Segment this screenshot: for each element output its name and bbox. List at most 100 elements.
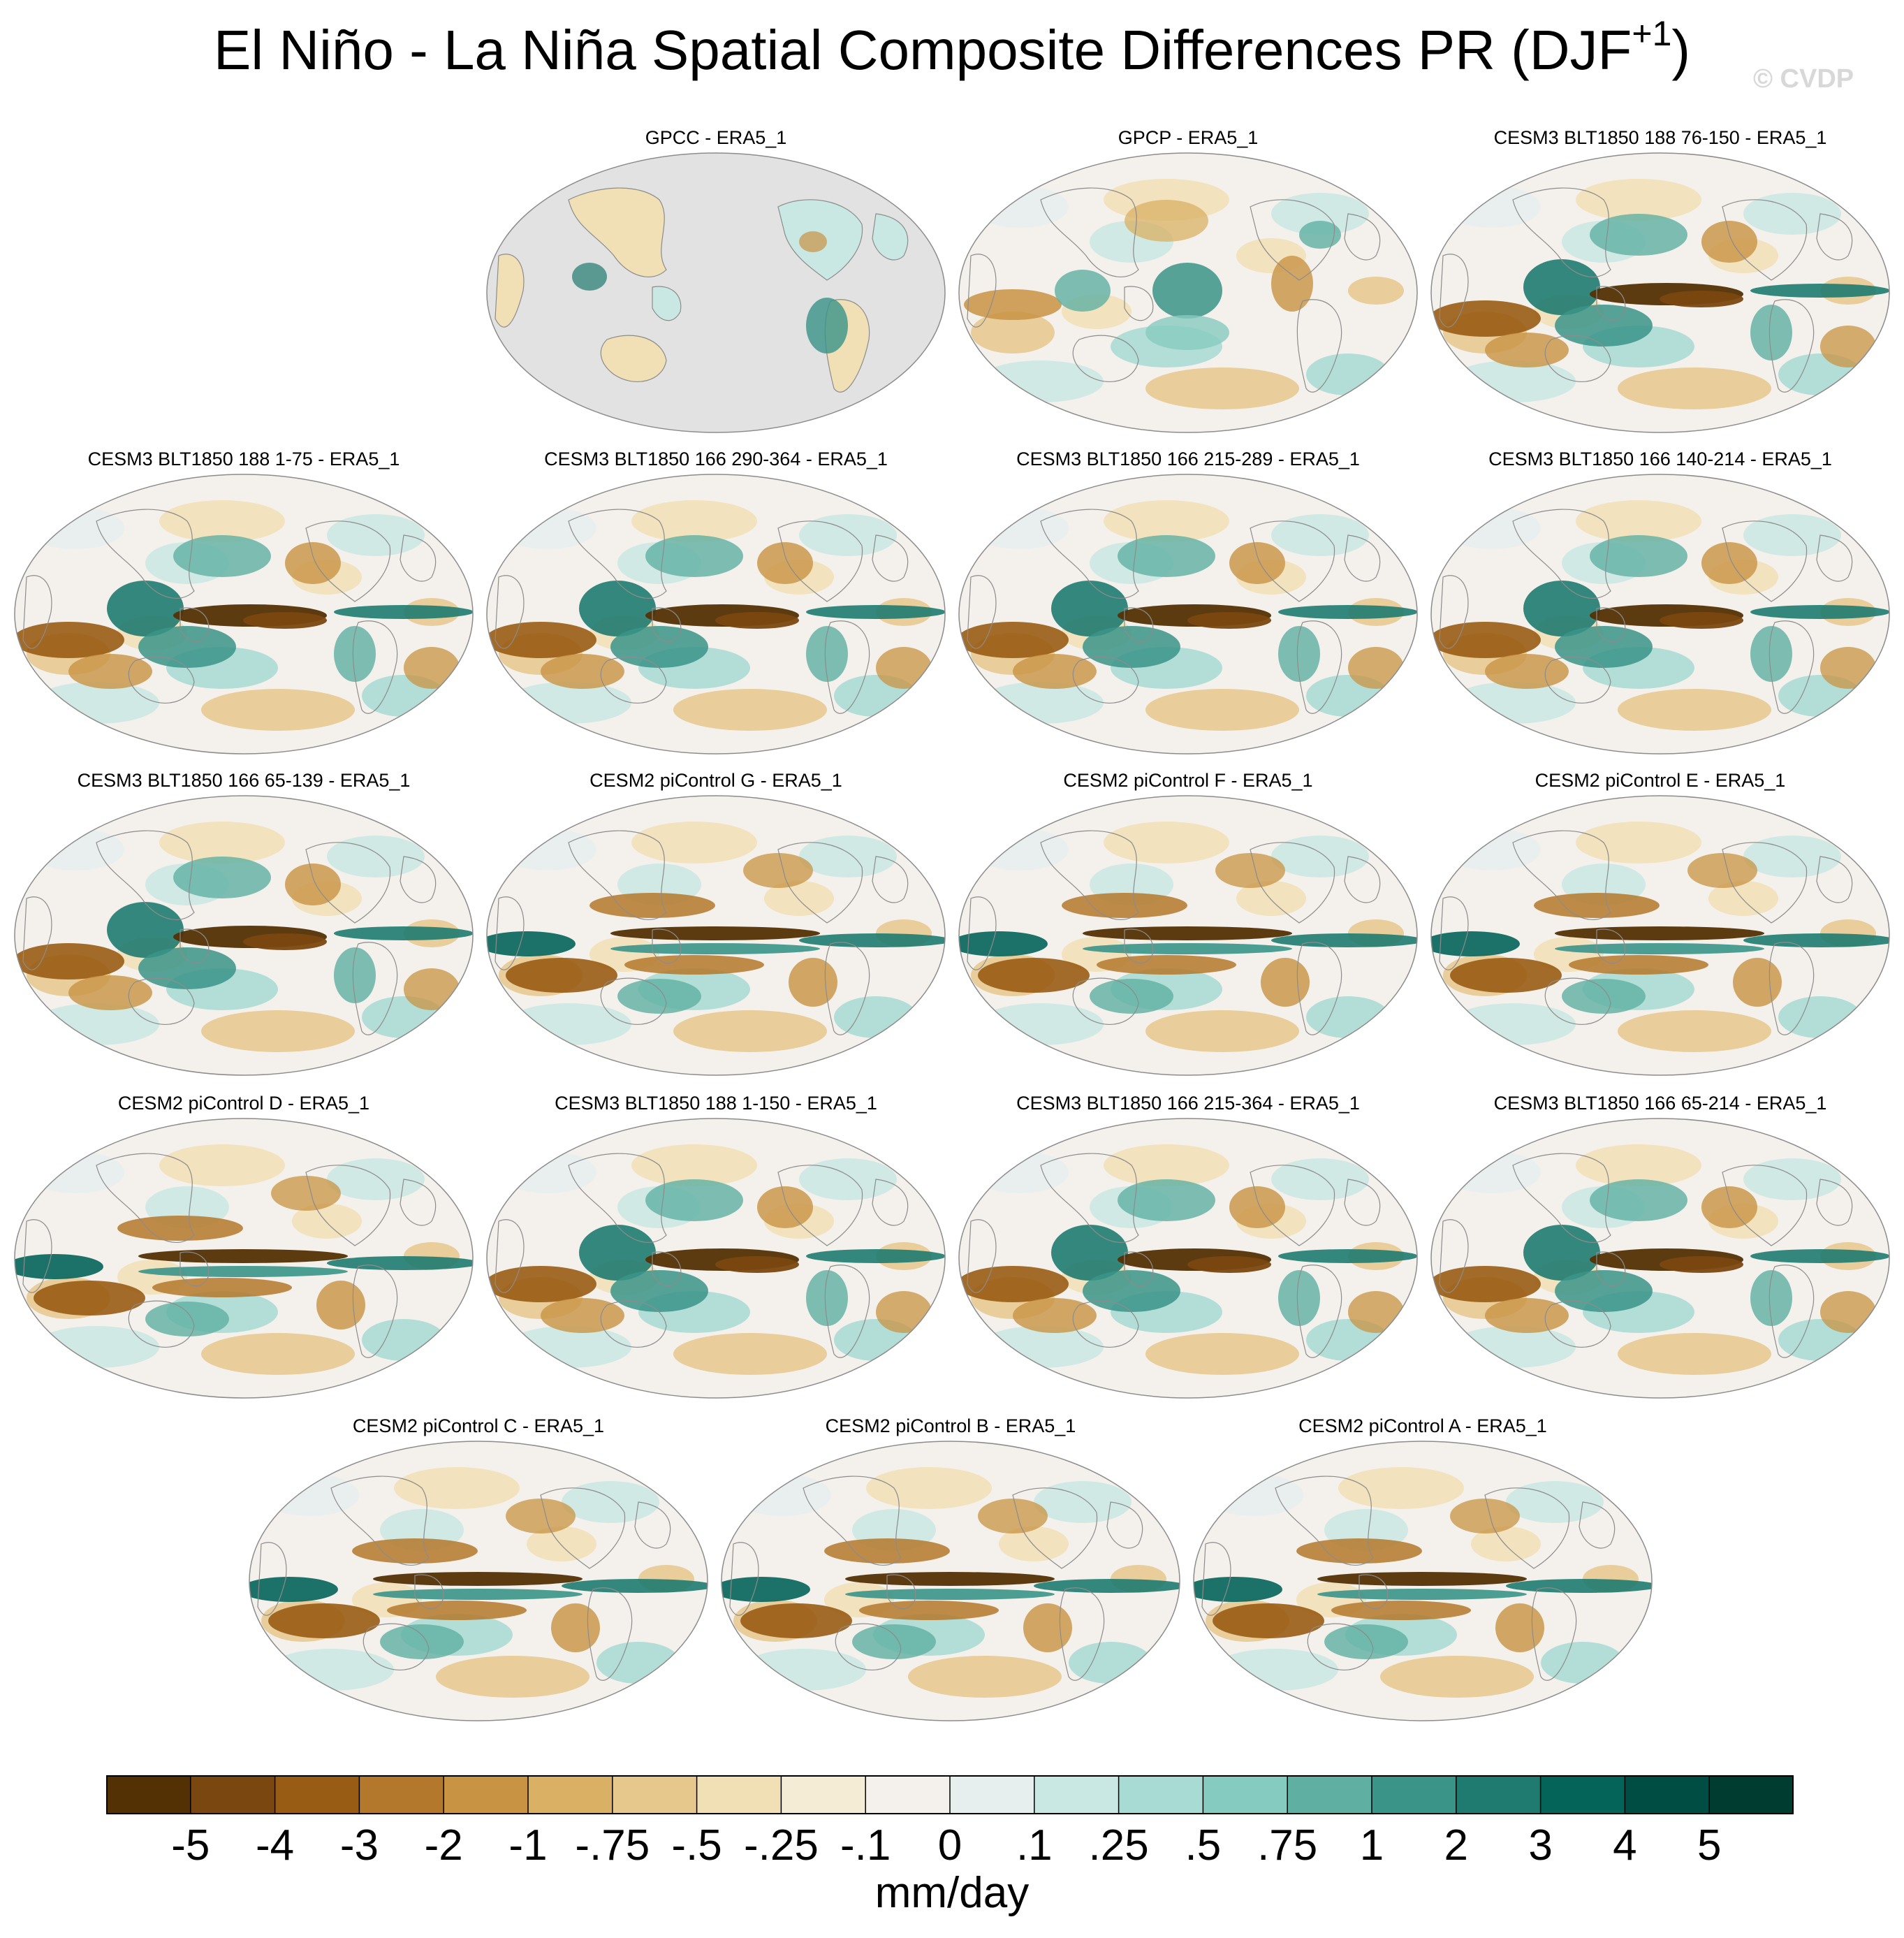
panel-map (486, 152, 946, 433)
map-panel: CESM2 piControl E - ERA5_1 (1429, 768, 1891, 1076)
map-panel: CESM3 BLT1850 188 76-150 - ERA5_1 (1429, 126, 1891, 433)
page-title: El Niño - La Niña Spatial Composite Diff… (0, 15, 1904, 85)
colorbar (106, 1775, 1794, 1814)
colorbar-swatch (359, 1775, 444, 1814)
colorbar-swatch (444, 1775, 529, 1814)
colorbar-swatch (1118, 1775, 1203, 1814)
map-panel: CESM3 BLT1850 166 65-214 - ERA5_1 (1429, 1091, 1891, 1399)
colorbar-tick-label: 2 (1444, 1821, 1469, 1870)
colorbar-swatch (865, 1775, 951, 1814)
colorbar-swatch (106, 1775, 191, 1814)
colorbar-tick-label: .75 (1257, 1821, 1318, 1870)
colorbar-swatch (1625, 1775, 1710, 1814)
colorbar-tick-label: .25 (1088, 1821, 1149, 1870)
panel-title: CESM3 BLT1850 166 65-214 - ERA5_1 (1493, 1093, 1827, 1114)
panel-map (721, 1441, 1180, 1721)
panel-map (486, 474, 946, 755)
colorbar-tick-label: .1 (1016, 1821, 1053, 1870)
colorbar-tick-label: 0 (937, 1821, 962, 1870)
map-panel: CESM3 BLT1850 166 215-289 - ERA5_1 (957, 447, 1419, 755)
panel-title: CESM3 BLT1850 166 140-214 - ERA5_1 (1488, 449, 1832, 469)
colorbar-swatch (950, 1775, 1035, 1814)
panel-title: GPCC - ERA5_1 (645, 127, 787, 148)
panel-map (1430, 474, 1890, 755)
colorbar-tick-label: 5 (1697, 1821, 1722, 1870)
colorbar-swatch (1540, 1775, 1625, 1814)
panel-title: CESM2 piControl E - ERA5_1 (1535, 770, 1786, 791)
panel-map (249, 1441, 708, 1721)
map-panel: GPCC - ERA5_1 (485, 126, 947, 433)
colorbar-tick-label: -.75 (575, 1821, 650, 1870)
colorbar-swatch (781, 1775, 866, 1814)
panel-title: CESM2 piControl C - ERA5_1 (352, 1415, 605, 1436)
watermark: © CVDP (1753, 64, 1854, 94)
map-panel: CESM2 piControl F - ERA5_1 (957, 768, 1419, 1076)
map-panel: CESM3 BLT1850 188 1-75 - ERA5_1 (13, 447, 475, 755)
colorbar-tick-label: -2 (424, 1821, 463, 1870)
colorbar-frame (106, 1775, 1794, 1814)
colorbar-tick-label: -4 (256, 1821, 295, 1870)
panel-map (14, 795, 474, 1076)
panel-title: CESM3 BLT1850 188 1-75 - ERA5_1 (87, 449, 400, 469)
panel-title: GPCP - ERA5_1 (1118, 127, 1259, 148)
panel-map (958, 152, 1418, 433)
panel-title: CESM3 BLT1850 166 290-364 - ERA5_1 (544, 449, 888, 469)
colorbar-swatch (274, 1775, 360, 1814)
map-panel: CESM2 piControl A - ERA5_1 (1192, 1414, 1654, 1721)
map-panel: CESM2 piControl B - ERA5_1 (719, 1414, 1182, 1721)
panel-title: CESM2 piControl D - ERA5_1 (117, 1093, 370, 1114)
map-panel: CESM3 BLT1850 166 140-214 - ERA5_1 (1429, 447, 1891, 755)
map-panel: CESM3 BLT1850 166 290-364 - ERA5_1 (485, 447, 947, 755)
colorbar-units-label: mm/day (874, 1869, 1030, 1917)
colorbar-swatch (190, 1775, 276, 1814)
panel-map (14, 474, 474, 755)
colorbar-swatch (1034, 1775, 1120, 1814)
panel-map (14, 1118, 474, 1399)
colorbar-tick-label: 3 (1528, 1821, 1553, 1870)
title-close: ) (1671, 19, 1691, 81)
panel-map (1430, 795, 1890, 1076)
panel-map (958, 474, 1418, 755)
colorbar-tick-label: -1 (508, 1821, 548, 1870)
colorbar-tick-label: 4 (1613, 1821, 1637, 1870)
panel-map (1430, 152, 1890, 433)
colorbar-swatch (1203, 1775, 1288, 1814)
map-panel: CESM3 BLT1850 188 1-150 - ERA5_1 (485, 1091, 947, 1399)
panel-map (958, 1118, 1418, 1399)
colorbar-tick-label: .5 (1185, 1821, 1222, 1870)
panel-title: CESM2 piControl A - ERA5_1 (1298, 1415, 1547, 1436)
map-panel: CESM2 piControl G - ERA5_1 (485, 768, 947, 1076)
panel-map (486, 795, 946, 1076)
colorbar-swatch (1456, 1775, 1541, 1814)
colorbar-tick-label: -3 (339, 1821, 379, 1870)
colorbar-tick-label: -.1 (840, 1821, 891, 1870)
panel-title: CESM2 piControl F - ERA5_1 (1063, 770, 1313, 791)
panel-title: CESM3 BLT1850 166 215-289 - ERA5_1 (1016, 449, 1360, 469)
colorbar-swatch (528, 1775, 613, 1814)
map-panel: CESM2 piControl D - ERA5_1 (13, 1091, 475, 1399)
panel-map (958, 795, 1418, 1076)
colorbar-tick-label: 1 (1359, 1821, 1384, 1870)
panel-title: CESM2 piControl G - ERA5_1 (589, 770, 842, 791)
map-panel: CESM2 piControl C - ERA5_1 (247, 1414, 710, 1721)
map-panel: GPCP - ERA5_1 (957, 126, 1419, 433)
colorbar-tick-label: -5 (171, 1821, 210, 1870)
colorbar-swatch (696, 1775, 782, 1814)
panel-title: CESM3 BLT1850 188 1-150 - ERA5_1 (555, 1093, 877, 1114)
title-text: El Niño - La Niña Spatial Composite Diff… (213, 19, 1632, 81)
colorbar-swatch (1709, 1775, 1794, 1814)
colorbar-tick-label: -.25 (743, 1821, 819, 1870)
colorbar-swatch (1372, 1775, 1457, 1814)
colorbar-tick-label: -.5 (671, 1821, 722, 1870)
map-panel: CESM3 BLT1850 166 215-364 - ERA5_1 (957, 1091, 1419, 1399)
colorbar-swatch (1287, 1775, 1372, 1814)
colorbar-swatch (612, 1775, 698, 1814)
title-superscript: +1 (1632, 14, 1672, 53)
panel-map (486, 1118, 946, 1399)
panel-title: CESM2 piControl B - ERA5_1 (825, 1415, 1076, 1436)
panel-title: CESM3 BLT1850 166 215-364 - ERA5_1 (1016, 1093, 1360, 1114)
panel-title: CESM3 BLT1850 188 76-150 - ERA5_1 (1493, 127, 1827, 148)
panel-map (1193, 1441, 1653, 1721)
panel-map (1430, 1118, 1890, 1399)
map-panel: CESM3 BLT1850 166 65-139 - ERA5_1 (13, 768, 475, 1076)
